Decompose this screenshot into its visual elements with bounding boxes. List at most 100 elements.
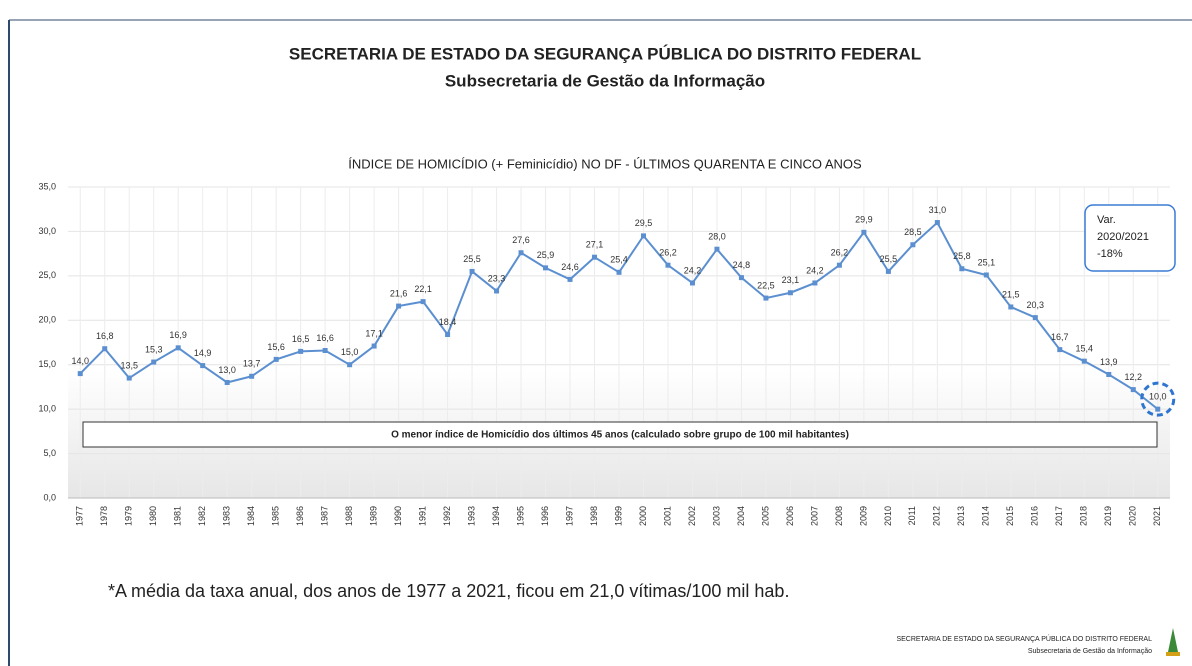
y-tick-label: 25,0 (38, 270, 56, 280)
point-marker (151, 359, 157, 365)
x-tick-label: 1993 (466, 506, 476, 526)
data-label: 26,2 (831, 248, 849, 258)
footer-line1: SECRETARIA DE ESTADO DA SEGURANÇA PÚBLIC… (896, 634, 1152, 643)
x-tick-label: 2007 (809, 506, 819, 526)
point-marker (640, 233, 646, 239)
data-label: 25,5 (463, 254, 481, 264)
data-label: 31,0 (929, 205, 947, 215)
x-tick-label: 2018 (1079, 506, 1089, 526)
point-marker (861, 229, 867, 235)
x-tick-label: 1988 (344, 506, 354, 526)
point-marker (273, 356, 279, 362)
x-tick-label: 1995 (515, 506, 525, 526)
data-label: 16,5 (292, 334, 310, 344)
point-marker (494, 288, 500, 294)
x-tick-label: 2011 (907, 506, 917, 525)
point-marker (224, 379, 230, 385)
data-label: 16,7 (1051, 332, 1069, 342)
data-label: 13,0 (218, 365, 236, 375)
point-marker (738, 275, 744, 281)
point-marker (885, 268, 891, 274)
data-label: 16,9 (169, 330, 187, 340)
point-marker (787, 290, 793, 296)
point-marker (910, 242, 916, 248)
point-marker (249, 373, 255, 379)
data-label: 28,5 (904, 227, 922, 237)
data-label: 15,0 (341, 347, 359, 357)
x-tick-label: 2019 (1103, 506, 1113, 526)
point-marker (665, 262, 671, 268)
x-tick-label: 2000 (638, 506, 648, 526)
x-tick-label: 2012 (932, 506, 942, 526)
x-tick-label: 1998 (589, 506, 599, 526)
data-label: 22,5 (757, 280, 775, 290)
x-tick-label: 1999 (613, 506, 623, 526)
data-label: 13,7 (243, 359, 261, 369)
x-tick-label: 1989 (368, 506, 378, 526)
x-tick-label: 1978 (99, 506, 109, 526)
x-tick-label: 2021 (1152, 506, 1162, 526)
x-tick-label: 1980 (148, 506, 158, 526)
variation-period: 2020/2021 (1097, 231, 1149, 243)
data-label: 25,5 (880, 254, 898, 264)
point-marker (77, 371, 83, 377)
point-marker (396, 303, 402, 309)
data-label: 28,0 (708, 232, 726, 242)
data-label: 25,4 (610, 255, 628, 265)
point-marker (714, 246, 720, 252)
point-marker (298, 348, 304, 354)
y-tick-label: 10,0 (38, 404, 56, 414)
point-marker (1130, 387, 1136, 393)
chart-title: ÍNDICE DE HOMICÍDIO (+ Feminicídio) NO D… (348, 156, 862, 171)
data-label: 13,5 (120, 360, 138, 370)
point-marker (689, 280, 695, 286)
x-tick-label: 1997 (564, 506, 574, 526)
data-label: 21,5 (1002, 289, 1020, 299)
point-marker (934, 220, 940, 226)
x-tick-label: 2015 (1005, 506, 1015, 526)
point-marker (445, 332, 451, 338)
point-marker (200, 363, 206, 369)
point-marker (322, 347, 328, 353)
y-tick-label: 30,0 (38, 226, 56, 236)
x-tick-label: 1996 (540, 506, 550, 526)
data-label: 29,9 (855, 215, 873, 225)
data-label: 27,1 (586, 240, 604, 250)
data-label: 15,4 (1076, 344, 1094, 354)
data-label: 24,6 (561, 262, 579, 272)
point-marker (347, 362, 353, 368)
point-marker (836, 262, 842, 268)
data-label: 25,9 (537, 250, 555, 260)
x-tick-label: 1985 (271, 506, 281, 526)
data-label: 16,8 (96, 331, 114, 341)
x-tick-label: 1991 (417, 506, 427, 526)
footnote: *A média da taxa anual, dos anos de 1977… (108, 581, 789, 601)
data-label: 25,8 (953, 251, 971, 261)
x-tick-label: 2010 (883, 506, 893, 526)
data-label: 10,0 (1149, 392, 1167, 402)
point-marker (616, 269, 622, 275)
point-marker (1155, 406, 1161, 412)
data-label: 26,2 (659, 248, 677, 258)
point-marker (175, 345, 181, 351)
x-tick-label: 2008 (834, 506, 844, 526)
data-label: 16,6 (316, 333, 334, 343)
x-tick-label: 1977 (75, 506, 85, 526)
point-marker (126, 375, 132, 381)
variation-label: Var. (1097, 214, 1116, 226)
x-tick-label: 2014 (981, 506, 991, 526)
footer-logo-base (1166, 652, 1180, 656)
point-marker (102, 346, 108, 352)
point-marker (1032, 315, 1038, 321)
data-label: 18,4 (439, 317, 457, 327)
point-marker (371, 343, 377, 349)
point-marker (567, 276, 573, 282)
x-tick-label: 2013 (956, 506, 966, 526)
point-marker (812, 280, 818, 286)
y-tick-label: 20,0 (38, 315, 56, 325)
x-tick-label: 2002 (687, 506, 697, 526)
x-tick-label: 1994 (491, 506, 501, 526)
data-label: 24,8 (733, 260, 751, 270)
data-label: 22,1 (414, 284, 432, 294)
